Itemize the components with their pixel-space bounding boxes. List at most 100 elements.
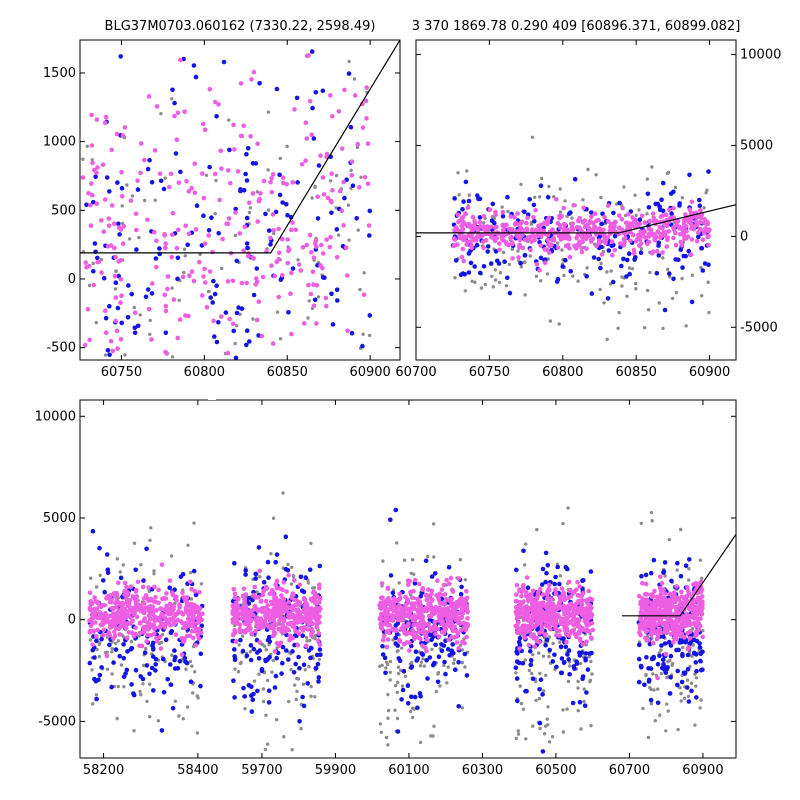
data-point (517, 237, 523, 243)
data-point (636, 656, 642, 662)
data-point (257, 81, 262, 86)
data-point (691, 643, 695, 647)
data-point (479, 286, 484, 290)
data-point (519, 182, 523, 186)
data-point (644, 655, 649, 660)
data-point (327, 244, 333, 250)
data-point (93, 620, 98, 625)
data-point (401, 606, 407, 612)
data-point (183, 620, 188, 626)
data-point (248, 206, 253, 210)
data-point (442, 601, 448, 607)
data-point (397, 637, 402, 643)
data-point (159, 562, 165, 567)
data-point (235, 324, 239, 328)
data-point (671, 235, 676, 241)
data-point (493, 268, 498, 272)
data-point (451, 661, 456, 665)
data-point (161, 186, 167, 192)
data-point (662, 596, 668, 602)
data-point (289, 227, 294, 233)
data-point (303, 668, 307, 672)
data-point (232, 595, 238, 600)
data-point (587, 610, 592, 616)
data-point (626, 212, 631, 217)
data-point (234, 617, 240, 623)
data-point (516, 627, 522, 633)
data-point (686, 694, 691, 699)
data-point (195, 731, 199, 735)
data-point (94, 634, 99, 639)
data-point (666, 639, 672, 645)
data-point (493, 278, 498, 282)
data-point (523, 593, 529, 599)
data-point (665, 237, 670, 243)
data-point (625, 294, 629, 298)
data-point (660, 180, 666, 186)
data-point (252, 603, 258, 609)
data-point (125, 315, 131, 320)
data-point (627, 271, 632, 277)
data-point (120, 133, 126, 138)
data-point (270, 172, 276, 177)
data-point (588, 678, 593, 682)
data-point (564, 615, 570, 621)
data-point (619, 263, 624, 269)
data-point (306, 53, 311, 58)
data-point (534, 698, 538, 703)
data-point (188, 679, 194, 684)
data-point (670, 296, 675, 301)
data-point (497, 241, 502, 246)
data-point (460, 207, 465, 212)
data-point (411, 715, 415, 720)
data-point (237, 611, 242, 617)
data-point (169, 232, 175, 238)
data-point (648, 570, 654, 576)
data-point (301, 627, 307, 632)
data-point (664, 629, 669, 635)
data-point (88, 607, 93, 613)
data-point (528, 626, 533, 631)
data-point (213, 99, 218, 105)
data-point (245, 626, 250, 632)
data-point (264, 713, 268, 717)
data-point (274, 585, 280, 591)
data-point (499, 235, 505, 240)
data-point (100, 622, 105, 628)
data-point (429, 637, 434, 643)
data-point (692, 621, 698, 626)
data-point (196, 696, 200, 700)
data-point (297, 719, 302, 724)
data-point (468, 234, 474, 240)
data-point (656, 687, 660, 691)
data-point (577, 584, 582, 589)
data-point (108, 338, 114, 344)
data-point (125, 602, 131, 607)
data-point (689, 225, 695, 231)
data-point (546, 705, 550, 709)
data-point (274, 552, 280, 557)
data-point (563, 235, 568, 241)
data-point (286, 248, 291, 254)
data-point (284, 181, 290, 187)
data-point (244, 215, 250, 221)
data-point (115, 180, 120, 185)
data-point (498, 271, 503, 275)
data-point (661, 569, 667, 574)
data-point (179, 652, 185, 657)
data-point (234, 258, 240, 264)
data-point (470, 279, 474, 283)
data-point (515, 698, 520, 704)
data-point (401, 626, 407, 631)
data-point (696, 234, 701, 240)
data-point (263, 644, 267, 648)
data-point (157, 246, 162, 251)
data-point (393, 708, 397, 712)
data-point (627, 225, 633, 230)
data-point (558, 237, 564, 242)
data-point (275, 310, 280, 314)
data-point (261, 178, 267, 184)
data-point (424, 593, 430, 598)
